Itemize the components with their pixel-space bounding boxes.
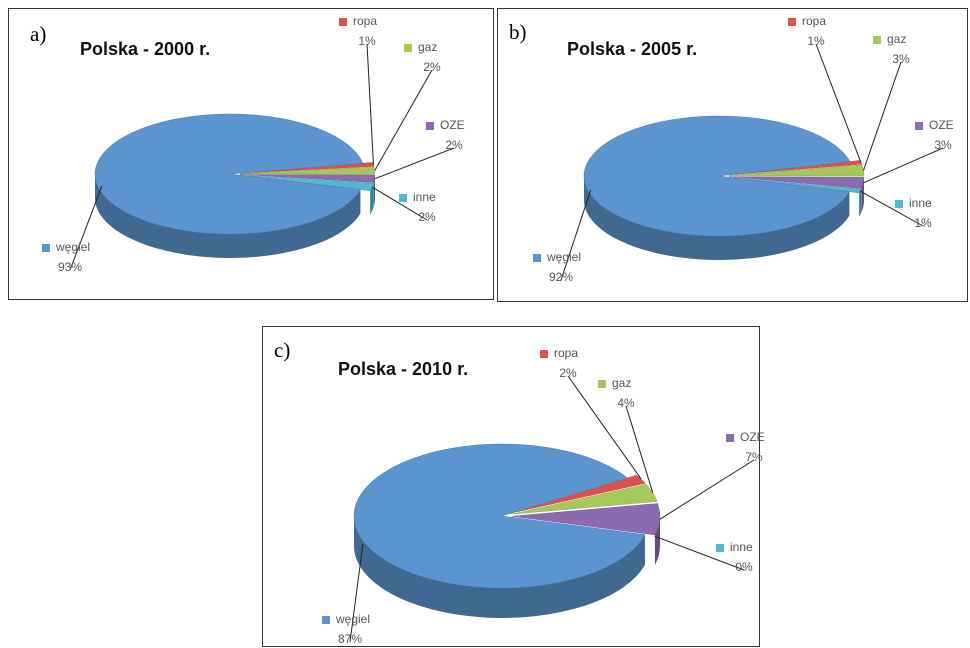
value-label: 7%: [745, 450, 763, 464]
legend-swatch: [895, 200, 903, 208]
leader-line: [567, 375, 642, 480]
legend-name: gaz: [887, 32, 906, 46]
legend-name: inne: [909, 196, 932, 210]
value-label: 1%: [807, 34, 825, 48]
value-label: 87%: [338, 632, 362, 646]
leader-line: [625, 405, 654, 493]
leader-line: [374, 69, 433, 171]
slice: [94, 113, 364, 235]
legend-swatch: [42, 244, 50, 252]
pie-panel: c) Polska - 2010 r. ropa 2% gaz 4% OZE 7% inne 0%…: [262, 326, 765, 647]
legend-swatch: [873, 36, 881, 44]
value-label: 2%: [445, 138, 463, 152]
slice-side: [354, 516, 645, 618]
slice-side: [654, 516, 660, 565]
legend-name: węgiel: [335, 612, 370, 626]
value-label: 1%: [358, 34, 376, 48]
chart-title: Polska - 2005 r.: [567, 39, 697, 59]
pie-panel: a) Polska - 2000 r. ropa 1% gaz 2% OZE 2% inne 2%…: [8, 8, 494, 300]
legend-name: ropa: [353, 14, 377, 28]
legend-swatch: [716, 544, 724, 552]
leader-line: [863, 147, 944, 184]
value-label: 92%: [549, 270, 573, 284]
value-label: 3%: [892, 52, 910, 66]
value-label: 2%: [423, 60, 441, 74]
legend-name: inne: [413, 190, 436, 204]
slice: [583, 115, 851, 237]
leader-line: [371, 186, 428, 221]
value-label: 1%: [914, 216, 932, 230]
leader-line: [859, 190, 924, 227]
leader-line: [659, 459, 755, 520]
legend-swatch: [339, 18, 347, 26]
legend-swatch: [726, 434, 734, 442]
slice-side: [373, 175, 375, 207]
legend-name: węgiel: [546, 250, 581, 264]
slice-side: [370, 183, 374, 215]
legend-swatch: [426, 122, 434, 130]
panel-border: [262, 326, 760, 647]
slice: [511, 483, 658, 515]
pie-panel: b) Polska - 2005 r. ropa 1% gaz 3% OZE 3% inne 1%…: [497, 8, 968, 302]
leader-line: [560, 189, 592, 281]
slice: [511, 503, 661, 536]
legend-swatch: [322, 616, 330, 624]
leader-line: [349, 543, 364, 643]
leader-line: [815, 43, 862, 163]
value-label: 0%: [735, 560, 753, 574]
panel-label: c): [274, 338, 290, 362]
panel-label: b): [509, 20, 527, 44]
legend-name: OZE: [929, 118, 954, 132]
legend-name: inne: [730, 540, 753, 554]
legend-name: OZE: [740, 430, 765, 444]
value-label: 2%: [418, 210, 436, 224]
value-label: 93%: [58, 260, 82, 274]
slice-side: [95, 174, 361, 259]
legend-swatch: [399, 194, 407, 202]
legend-swatch: [788, 18, 796, 26]
value-label: 4%: [617, 396, 635, 410]
slice: [353, 443, 646, 589]
leader-line: [654, 535, 745, 571]
legend-name: gaz: [418, 40, 437, 54]
chart-title: Polska - 2000 r.: [80, 39, 210, 59]
legend-name: OZE: [440, 118, 465, 132]
panel-border: [497, 8, 968, 302]
panel-border: [8, 8, 494, 300]
legend-name: gaz: [612, 376, 631, 390]
leader-line: [69, 185, 103, 271]
legend-swatch: [533, 254, 541, 262]
legend-name: ropa: [554, 346, 578, 360]
chart-title: Polska - 2010 r.: [338, 359, 468, 379]
leader-line: [366, 43, 374, 165]
slice-side: [584, 176, 850, 261]
legend-swatch: [404, 44, 412, 52]
legend-swatch: [540, 350, 548, 358]
legend-swatch: [915, 122, 923, 130]
slice-side: [859, 189, 862, 217]
panel-label: a): [30, 22, 46, 46]
legend-name: ropa: [802, 14, 826, 28]
slice-side: [861, 177, 864, 213]
leader-line: [374, 147, 455, 180]
value-label: 2%: [559, 366, 577, 380]
value-label: 3%: [934, 138, 952, 152]
legend-name: węgiel: [55, 240, 90, 254]
leader-line: [863, 61, 902, 171]
legend-swatch: [598, 380, 606, 388]
